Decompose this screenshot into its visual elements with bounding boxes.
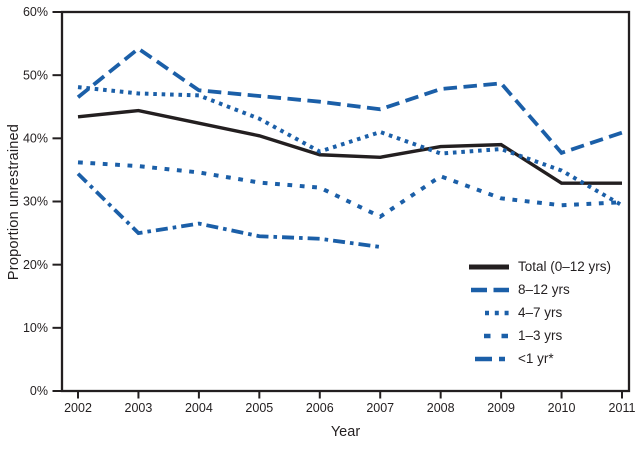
legend-swatch-column	[458, 263, 509, 271]
x-tick-label: 2011	[609, 401, 636, 415]
y-tick-label: 50%	[23, 68, 48, 82]
legend-item-total-0-12-yrs: Total (0–12 yrs)	[458, 255, 611, 278]
x-tick-label: 2005	[245, 401, 273, 415]
x-axis-title: Year	[330, 424, 361, 440]
x-tick-label: 2007	[366, 401, 394, 415]
legend-label-total-0-12-yrs: Total (0–12 yrs)	[518, 259, 612, 274]
legend-item-8-12-yrs: 8–12 yrs	[458, 278, 611, 301]
x-tick-label: 2003	[125, 401, 153, 415]
legend-swatch-column	[458, 309, 509, 317]
y-tick-label: 20%	[23, 258, 48, 272]
legend-swatch-1-yr	[475, 356, 509, 361]
series-line-total-0-12-yrs	[77, 108, 622, 185]
series-line-1-yr	[76, 172, 381, 249]
legend-item-1-yr: <1 yr*	[458, 347, 611, 370]
x-tick-label: 2008	[427, 401, 455, 415]
y-tick-label: 30%	[23, 195, 48, 209]
series-line-4-7-yrs	[77, 85, 623, 208]
y-tick-label: 40%	[23, 132, 48, 146]
x-tick-label: 2004	[185, 401, 213, 415]
legend: Total (0–12 yrs) 8–12 yrs 4–7 yrs 1–3 yrs <1…	[458, 255, 611, 370]
x-tick-label: 2009	[487, 401, 515, 415]
legend-swatch-column	[458, 355, 509, 363]
series-line-8-12-yrs	[76, 46, 623, 156]
legend-swatch-column	[458, 286, 509, 294]
legend-swatch-column	[458, 332, 509, 340]
legend-swatch-1-3-yrs	[484, 333, 509, 338]
legend-label-4-7-yrs: 4–7 yrs	[518, 305, 563, 320]
series-line-1-3-yrs	[77, 160, 623, 219]
x-tick-label: 2002	[64, 401, 92, 415]
y-tick-label: 0%	[30, 384, 48, 398]
legend-label-1-3-yrs: 1–3 yrs	[518, 328, 563, 343]
legend-label-1-yr: <1 yr*	[518, 351, 554, 366]
y-axis-title-column: Proportion unrestrained	[0, 12, 28, 391]
legend-swatch-8-12-yrs	[471, 287, 509, 292]
legend-item-4-7-yrs: 4–7 yrs	[458, 301, 611, 324]
legend-swatch-total-0-12-yrs	[469, 264, 509, 269]
x-tick-label: 2010	[548, 401, 576, 415]
legend-swatch-4-7-yrs	[485, 310, 509, 315]
legend-label-8-12-yrs: 8–12 yrs	[518, 282, 570, 297]
y-tick-label: 60%	[23, 5, 48, 19]
y-axis-title: Proportion unrestrained	[6, 123, 23, 280]
y-tick-label: 10%	[23, 321, 48, 335]
x-tick-label: 2006	[306, 401, 334, 415]
legend-item-1-3-yrs: 1–3 yrs	[458, 324, 611, 347]
